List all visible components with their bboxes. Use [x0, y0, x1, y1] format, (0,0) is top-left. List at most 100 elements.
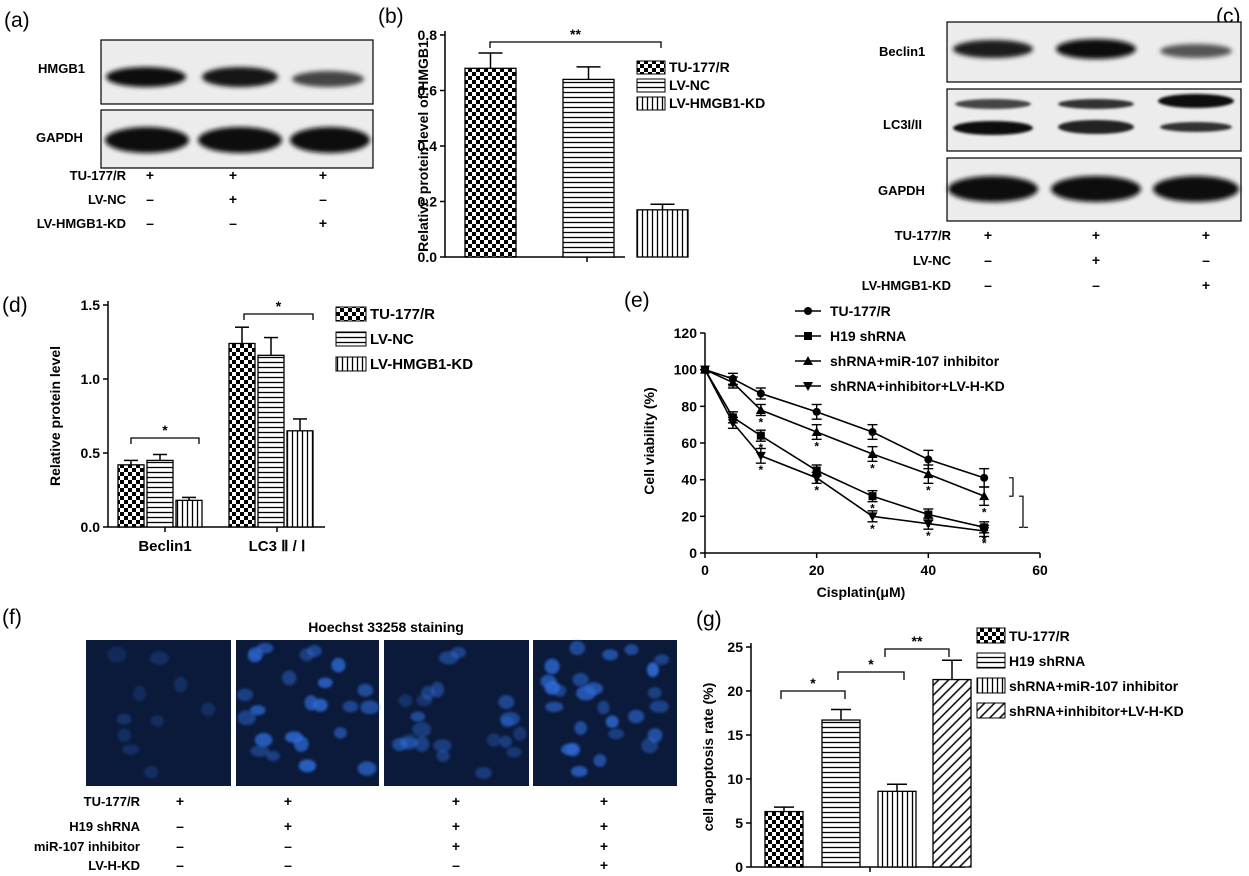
significance-label: *	[926, 483, 931, 497]
nucleus	[475, 767, 492, 779]
legend-swatch	[636, 60, 666, 75]
y-tick-label: 0	[689, 545, 697, 561]
band	[198, 127, 282, 153]
significance-label: *	[276, 298, 282, 314]
sign: –	[176, 818, 184, 834]
bar	[821, 719, 861, 868]
x-tick-label: 0	[701, 562, 709, 578]
nucleus	[649, 700, 669, 713]
y-axis-label: Cell viability (%)	[641, 387, 657, 494]
sign: +	[984, 227, 992, 243]
sign: –	[146, 191, 154, 207]
significance-label: *	[982, 533, 987, 547]
blot-label-lc3: LC3I/II	[883, 117, 922, 132]
nucleus	[506, 747, 522, 758]
nucleus	[250, 705, 266, 716]
nucleus	[357, 761, 377, 776]
nucleus	[647, 728, 663, 743]
data-point	[756, 389, 765, 398]
data-point	[727, 418, 738, 428]
legend-label: TU-177/R	[370, 306, 435, 323]
sign: +	[600, 838, 608, 854]
row-label: TU-177/R	[84, 794, 141, 809]
y-tick-label: 60	[681, 435, 697, 451]
nucleus	[201, 702, 216, 716]
legend-label: shRNA+inhibitor+LV-H-KD	[830, 378, 1005, 394]
nucleus	[553, 684, 567, 697]
significance-label: *	[868, 656, 874, 672]
nucleus	[360, 700, 380, 715]
row-label: LV-NC	[913, 253, 952, 268]
nucleus	[433, 739, 452, 753]
band	[955, 99, 1031, 109]
nucleus	[569, 640, 586, 656]
y-tick-label: 1.0	[81, 371, 101, 387]
legend-label: LV-HMGB1-KD	[669, 95, 765, 111]
nucleus	[144, 765, 159, 779]
comparison-bracket	[1009, 477, 1014, 497]
data-point	[867, 449, 878, 458]
blot-label-beclin1: Beclin1	[879, 44, 925, 59]
nucleus	[149, 651, 169, 665]
data-point	[924, 510, 933, 519]
data-point	[812, 466, 821, 475]
x-tick-label: 40	[921, 562, 937, 578]
band	[290, 127, 370, 153]
row-label: miR-107 inhibitor	[34, 839, 140, 854]
data-point	[868, 428, 877, 436]
significance-label: **	[912, 633, 923, 649]
nucleus	[174, 676, 188, 693]
sign: –	[229, 215, 237, 231]
band	[105, 127, 189, 153]
nucleus	[342, 700, 359, 713]
sign: –	[176, 857, 184, 873]
nucleus	[133, 685, 146, 702]
comparison-bracket	[1019, 495, 1024, 528]
nucleus	[298, 759, 317, 773]
sign: –	[176, 838, 184, 854]
significance-label: *	[758, 463, 763, 477]
nucleus	[106, 646, 127, 663]
significance-label: *	[814, 439, 819, 453]
nucleus	[499, 735, 512, 748]
panel-letter: (d)	[2, 294, 28, 317]
nucleus	[430, 681, 445, 698]
sign: –	[319, 191, 327, 207]
legend-label: H19 shRNA	[830, 328, 906, 344]
nucleus	[410, 711, 426, 722]
band	[953, 40, 1033, 58]
significance-label: *	[982, 537, 987, 551]
significance-label: *	[870, 502, 875, 516]
treatment-table-a: TU-177/R + + + LV-NC – + – LV-HMGB1-KD – – +	[37, 167, 327, 231]
nucleus	[116, 713, 132, 725]
sign: +	[1202, 227, 1210, 243]
panel-c: (c) Beclin1 LC3I/II GAPDH TU-177/R + + +LV-…	[862, 5, 1242, 293]
data-point	[923, 469, 934, 479]
nucleus	[584, 682, 604, 695]
bar	[146, 459, 174, 528]
y-tick-label: 25	[727, 639, 743, 655]
bar	[228, 342, 256, 528]
row-label: LV-HMGB1-KD	[862, 278, 951, 293]
panel-letter: (e)	[624, 289, 650, 312]
nucleus	[628, 709, 645, 724]
legend-label: shRNA+miR-107 inhibitor	[830, 353, 1000, 369]
sign: –	[1202, 252, 1210, 268]
sign: +	[600, 818, 608, 834]
band	[948, 176, 1038, 202]
nucleus	[333, 727, 347, 739]
data-point	[803, 356, 813, 365]
sign: –	[284, 838, 292, 854]
sign: +	[176, 793, 184, 809]
bar	[932, 678, 972, 868]
chart-e: (e) 0 20 40 60 80 100 120 Cell viability (%) 0 20 4…	[624, 289, 1048, 600]
y-tick-label: 10	[727, 771, 743, 787]
data-point	[980, 473, 989, 482]
panel-f: (f) Hoechst 33258 staining TU-177/R + + + + H…	[2, 606, 677, 873]
band	[1158, 94, 1234, 108]
y-tick-label: 20	[681, 508, 697, 524]
panel-a-letter: (a)	[4, 9, 30, 32]
y-tick-label: 0.8	[418, 27, 438, 43]
sign: +	[146, 167, 154, 183]
nucleus	[540, 674, 557, 689]
